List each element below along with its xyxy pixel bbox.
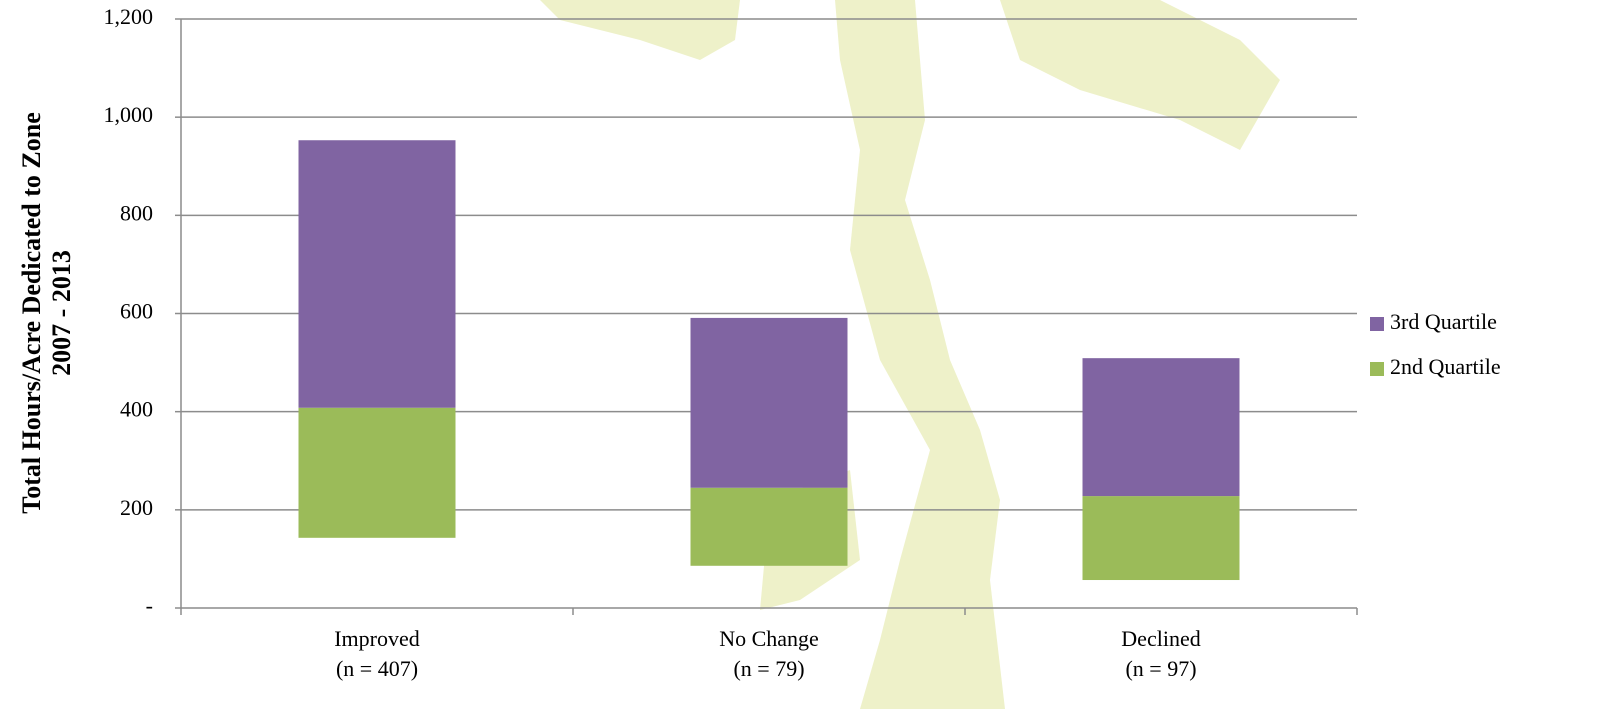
x-tick-label: Improved: [334, 626, 420, 651]
legend-label: 3rd Quartile: [1390, 309, 1497, 334]
bar-segment: [298, 407, 456, 538]
bar-segment: [1082, 496, 1240, 581]
bar-segment: [690, 317, 848, 488]
x-tick-label: (n = 407): [336, 656, 418, 681]
y-tick-label: 200: [120, 495, 153, 520]
bar-segment: [690, 487, 848, 566]
y-axis-title: 2007 - 2013: [47, 250, 76, 376]
bar-segment: [298, 140, 456, 408]
x-tick-label: (n = 79): [733, 656, 804, 681]
y-tick-label: 1,200: [104, 4, 154, 29]
bar-base: [299, 538, 456, 608]
x-tick-label: Declined: [1121, 626, 1200, 651]
y-tick-label: 1,000: [104, 102, 154, 127]
legend-swatch: [1370, 317, 1384, 331]
y-tick-label: 400: [120, 397, 153, 422]
watermark: [540, 0, 1280, 709]
x-tick-label: (n = 97): [1125, 656, 1196, 681]
x-tick-label: No Change: [719, 626, 819, 651]
legend-label: 2nd Quartile: [1390, 354, 1501, 379]
y-tick-label: 800: [120, 200, 153, 225]
y-tick-label: -: [146, 593, 153, 618]
bar-base: [1083, 580, 1240, 608]
y-tick-label: 600: [120, 299, 153, 324]
y-axis-title: Total Hours/Acre Dedicated to Zone: [17, 112, 46, 514]
legend-swatch: [1370, 362, 1384, 376]
bar-segment: [1082, 358, 1240, 497]
